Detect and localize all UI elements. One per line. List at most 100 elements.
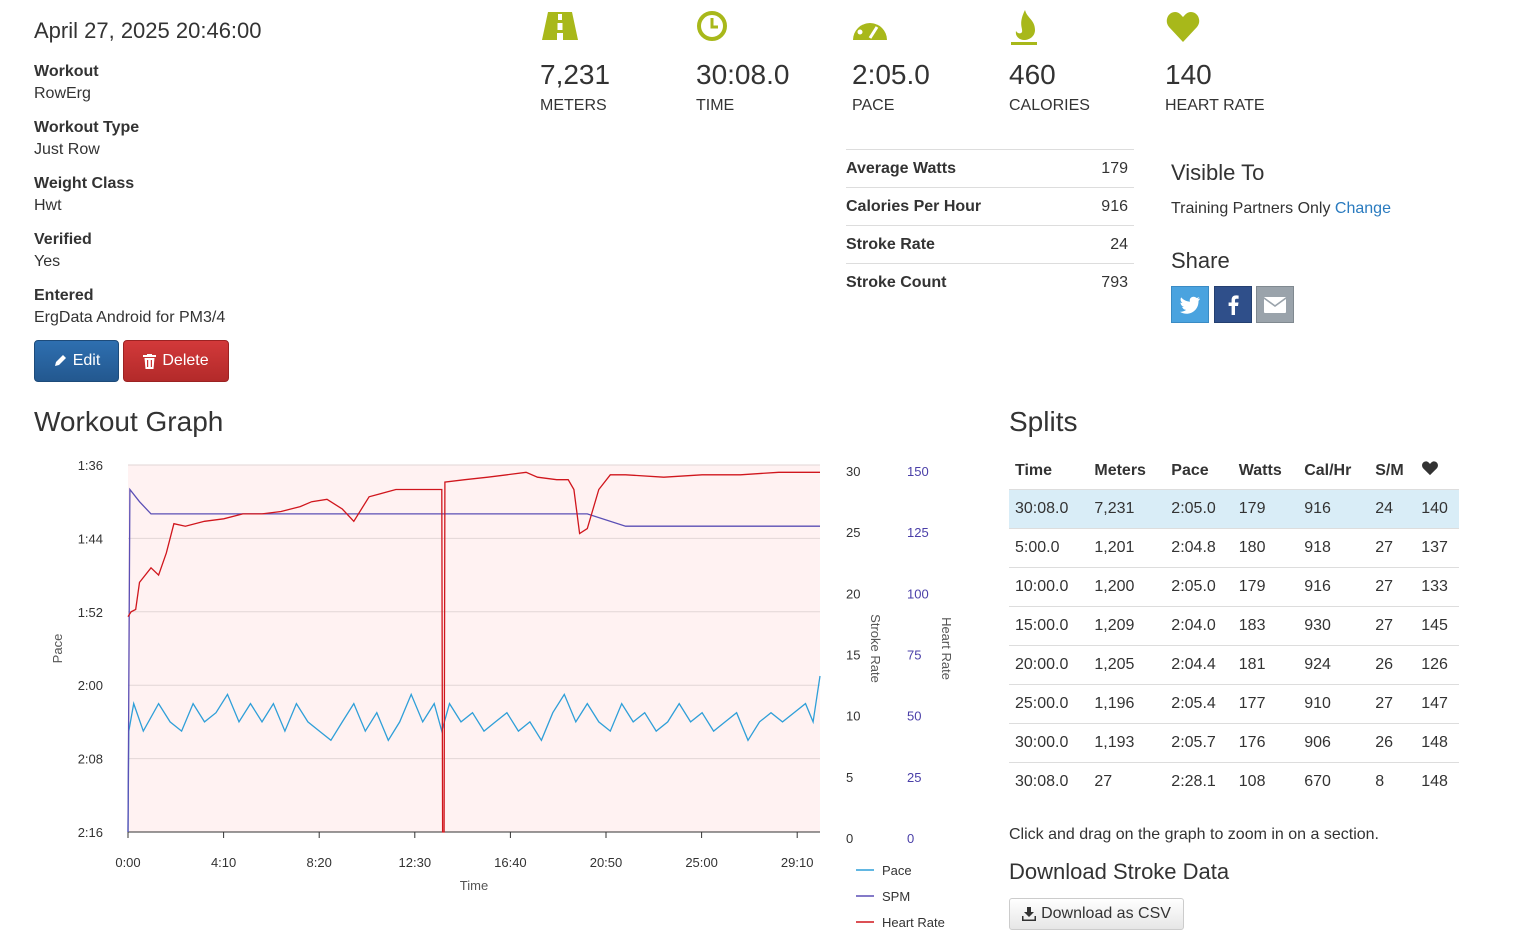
splits-cell: 179	[1232, 567, 1299, 607]
stroke-rate-axis-title: Stroke Rate	[868, 614, 883, 683]
visibility-setting: Training Partners Only Change	[1171, 200, 1391, 218]
x-tick-label: 0:00	[115, 855, 140, 870]
detail-label: Verified	[34, 231, 92, 248]
x-tick-label: 25:00	[685, 855, 718, 870]
workout-date: April 27, 2025 20:46:00	[34, 18, 262, 43]
splits-cell: 916	[1298, 567, 1370, 607]
splits-cell: 27	[1369, 684, 1416, 724]
splits-cell: 2:04.0	[1165, 606, 1233, 646]
splits-cell: 1,200	[1088, 567, 1166, 607]
splits-cell: 20:00.0	[1009, 645, 1089, 685]
splits-cell: 670	[1298, 762, 1370, 801]
splits-cell: 180	[1232, 528, 1299, 568]
edit-button[interactable]: Edit	[34, 340, 119, 382]
splits-cell: 930	[1298, 606, 1370, 646]
summary-value: 24	[1077, 225, 1134, 264]
summary-row: Stroke Count 793	[846, 263, 1134, 301]
facebook-icon	[1228, 294, 1239, 315]
splits-cell: 148	[1415, 762, 1459, 801]
stroke-rate-tick-label: 20	[846, 586, 860, 601]
download-csv-button[interactable]: Download as CSV	[1009, 898, 1184, 930]
splits-cell: 5:00.0	[1009, 528, 1089, 568]
workout-graph-heading: Workout Graph	[34, 406, 224, 437]
summary-label: Stroke Rate	[846, 225, 1078, 264]
share-twitter-button[interactable]	[1171, 286, 1209, 323]
splits-cell: 179	[1232, 489, 1299, 529]
splits-cell: 27	[1369, 528, 1416, 568]
splits-table: Time Meters Pace Watts Cal/Hr S/M 30:08.0 7,23…	[1009, 452, 1459, 801]
splits-cell: 140	[1415, 489, 1459, 529]
summary-value: 916	[1077, 187, 1134, 226]
series-line-heart-rate	[127, 471, 820, 833]
splits-cell: 15:00.0	[1009, 606, 1089, 646]
x-axis-title: Time	[460, 878, 488, 893]
stroke-rate-tick-label: 15	[846, 648, 860, 663]
heart-rate-tick-label: 0	[907, 831, 914, 846]
download-csv-label: Download as CSV	[1041, 905, 1171, 922]
splits-cell: 2:04.4	[1165, 645, 1233, 685]
splits-cell: 181	[1232, 645, 1299, 685]
pace-tick-label: 2:08	[78, 752, 103, 767]
splits-cell: 177	[1232, 684, 1299, 724]
stat-pace: 2:05.0 PACE	[852, 8, 992, 115]
pace-tick-label: 2:00	[78, 678, 103, 693]
splits-cell: 133	[1415, 567, 1459, 607]
summary-row: Average Watts 179	[846, 149, 1134, 188]
heart-rate-tick-label: 150	[907, 464, 929, 479]
series-line-pace	[127, 675, 821, 833]
share-facebook-button[interactable]	[1214, 286, 1252, 323]
x-tick-label: 12:30	[399, 855, 432, 870]
splits-cell: 126	[1415, 645, 1459, 685]
splits-cell: 1,209	[1088, 606, 1166, 646]
heart-rate-tick-label: 25	[907, 770, 921, 785]
pace-tick-label: 1:36	[78, 458, 103, 473]
stat-label: METERS	[540, 97, 607, 114]
splits-cell: 918	[1298, 528, 1370, 568]
legend-label: SPM	[882, 889, 910, 904]
splits-column-header: Meters	[1088, 452, 1166, 490]
twitter-icon	[1179, 296, 1200, 314]
splits-column-header: Cal/Hr	[1298, 452, 1370, 490]
splits-cell: 25:00.0	[1009, 684, 1089, 724]
pace-tick-label: 1:44	[78, 531, 103, 546]
download-icon	[1022, 907, 1037, 921]
stroke-rate-tick-label: 5	[846, 770, 853, 785]
x-tick-label: 16:40	[494, 855, 527, 870]
x-tick-label: 8:20	[307, 855, 332, 870]
summary-label: Calories Per Hour	[846, 187, 1078, 226]
road-icon	[542, 12, 578, 40]
splits-cell: 26	[1369, 645, 1416, 685]
stat-value: 2:05.0	[852, 59, 930, 90]
delete-button-label: Delete	[162, 352, 209, 369]
change-visibility-link[interactable]: Change	[1334, 200, 1391, 217]
splits-total-row: 30:08.0 7,231 2:05.0 179 916 24 140	[1009, 489, 1459, 529]
splits-row: 10:00.0 1,200 2:05.0 179 916 27 133	[1009, 567, 1459, 607]
stroke-rate-tick-label: 25	[846, 525, 860, 540]
stat-time: 30:08.0 TIME	[696, 8, 836, 115]
splits-row: 5:00.0 1,201 2:04.8 180 918 27 137	[1009, 528, 1459, 568]
splits-cell: 2:05.7	[1165, 723, 1233, 763]
delete-button[interactable]: Delete	[123, 340, 229, 382]
share-email-button[interactable]	[1256, 286, 1294, 323]
x-tick-label: 20:50	[590, 855, 623, 870]
splits-column-header: Pace	[1165, 452, 1233, 490]
splits-column-header: S/M	[1369, 452, 1416, 490]
splits-cell: 2:05.4	[1165, 684, 1233, 724]
heart-rate-tick-label: 100	[907, 586, 929, 601]
splits-heading: Splits	[1009, 406, 1078, 437]
heart-rate-tick-label: 50	[907, 709, 921, 724]
splits-row: 30:08.0 27 2:28.1 108 670 8 148	[1009, 762, 1459, 801]
splits-cell: 10:00.0	[1009, 567, 1089, 607]
splits-row: 30:00.0 1,193 2:05.7 176 906 26 148	[1009, 723, 1459, 763]
pace-axis-title: Pace	[50, 634, 65, 664]
splits-cell: 148	[1415, 723, 1459, 763]
stat-label: PACE	[852, 97, 895, 114]
splits-cell: 108	[1232, 762, 1299, 801]
share-heading: Share	[1171, 248, 1230, 273]
stat-heart-rate: 140 HEART RATE	[1165, 8, 1305, 115]
splits-cell: 30:08.0	[1009, 762, 1089, 801]
summary-table: Average Watts 179 Calories Per Hour 916 Stro…	[846, 149, 1134, 301]
splits-row: 15:00.0 1,209 2:04.0 183 930 27 145	[1009, 606, 1459, 646]
workout-details: Workout RowErg Workout Type Just Row Weight …	[34, 62, 334, 342]
workout-chart[interactable]: 1:361:441:522:002:082:163025201510501501…	[40, 455, 960, 939]
